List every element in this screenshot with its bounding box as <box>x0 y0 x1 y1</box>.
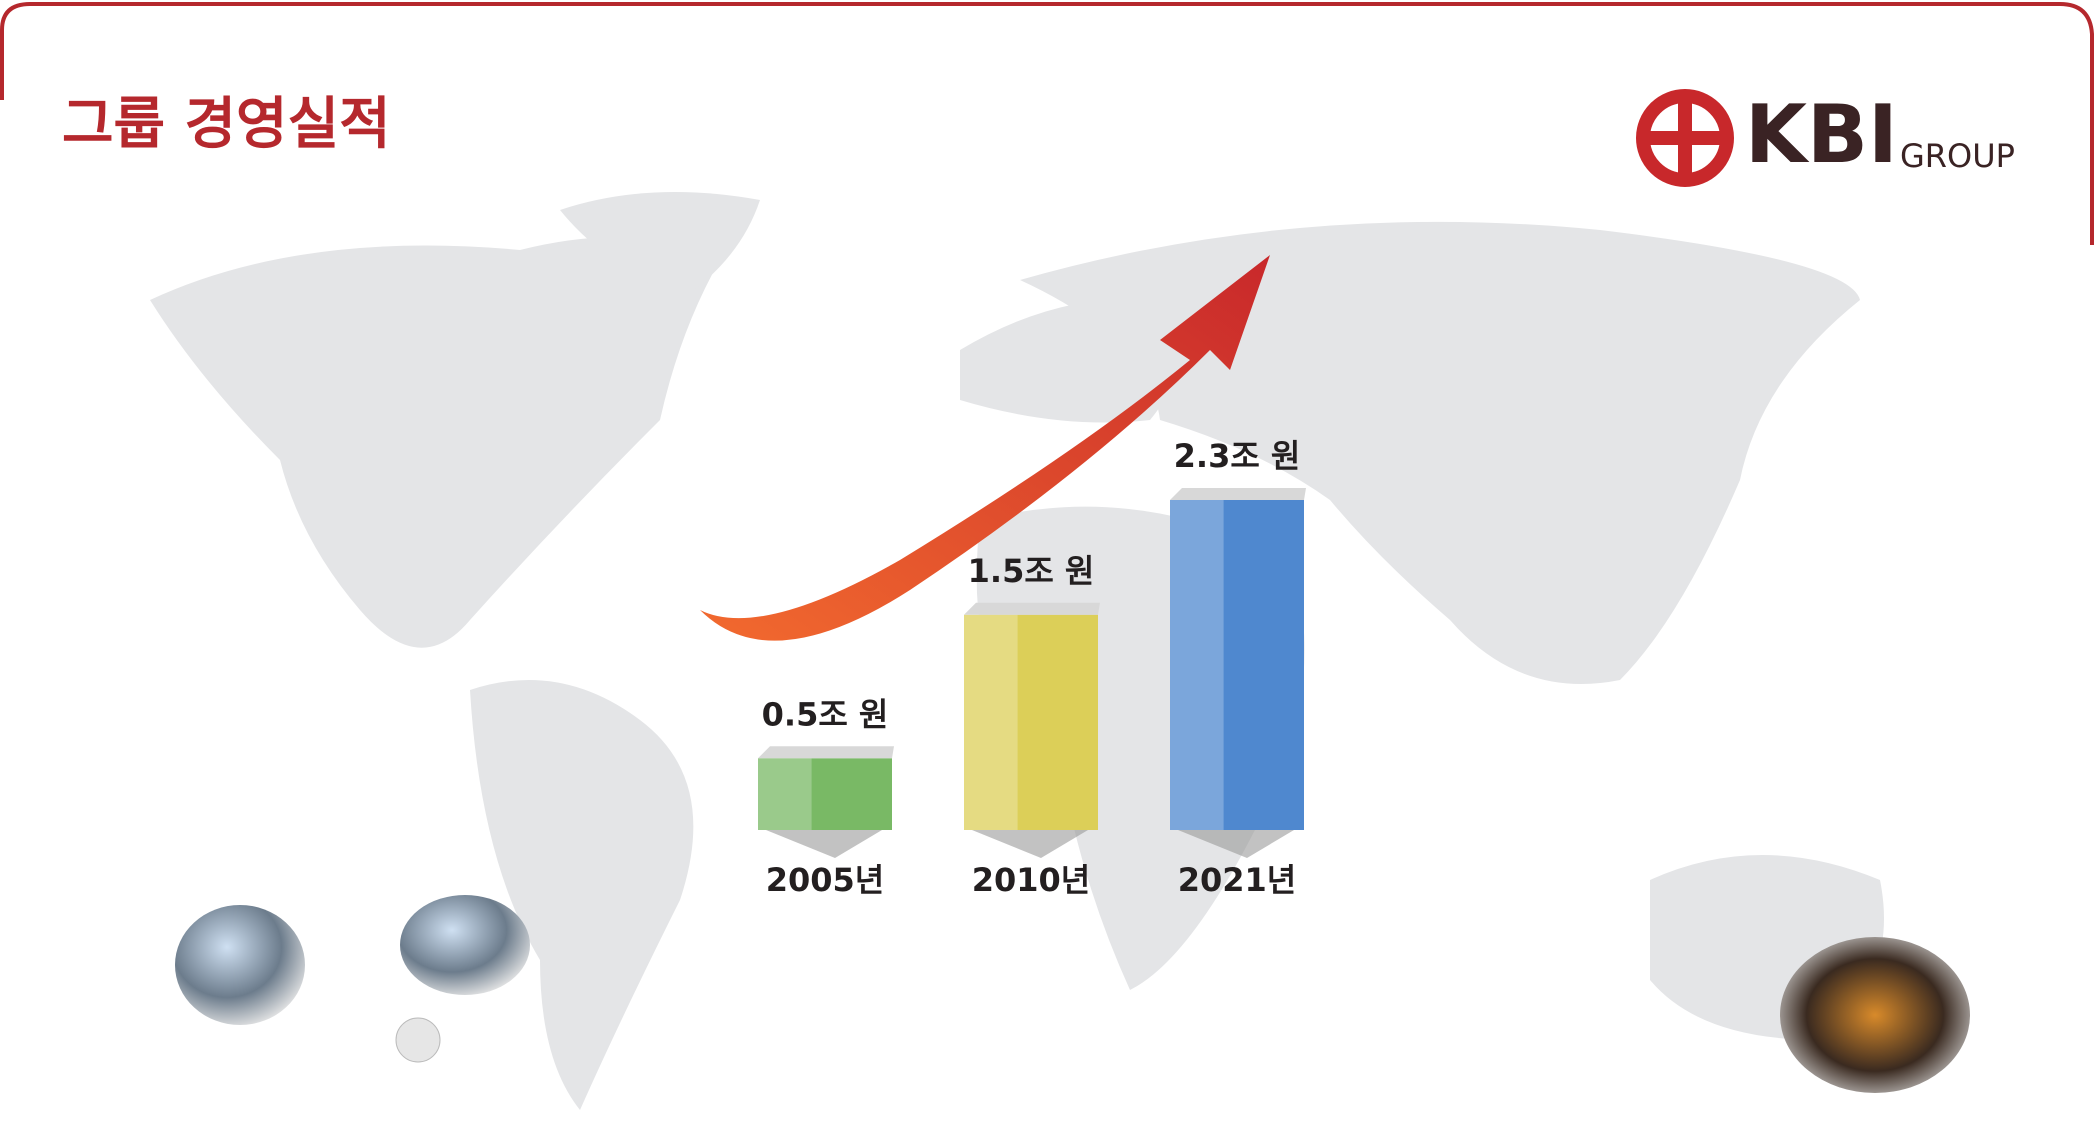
bar-shade <box>758 758 812 830</box>
value-label: 1.5조 원 <box>968 552 1095 590</box>
value-label: 0.5조 원 <box>762 695 889 733</box>
chart: 그룹 경영실적 KBI GROUP 0.5조 원 2005년 1.5조 원 2010년… <box>0 0 2096 1128</box>
bar-top <box>1170 488 1306 500</box>
x-tick-label: 2005년 <box>766 861 885 899</box>
bar-shade <box>1170 500 1224 830</box>
logo-suffix: GROUP <box>1900 137 2015 175</box>
value-label: 2.3조 원 <box>1174 437 1301 475</box>
x-tick-label: 2010년 <box>972 861 1091 899</box>
photo-bubble <box>1780 937 1970 1093</box>
page: 그룹 경영실적 KBI GROUP 0.5조 원 2005년 1.5조 원 2010년… <box>0 0 2096 1128</box>
logo-name: KBI <box>1745 88 1898 181</box>
bar-shade <box>964 615 1018 830</box>
bar-top <box>758 746 894 758</box>
bar-shadow <box>972 830 1088 858</box>
bar-shadow <box>766 830 882 858</box>
x-tick-label: 2021년 <box>1178 861 1297 899</box>
title: 그룹 경영실적 <box>62 92 391 157</box>
logo: KBI GROUP <box>1640 88 2015 184</box>
water-drop <box>396 1018 440 1062</box>
photo-bubble <box>400 895 530 995</box>
photo-bubble <box>175 905 305 1025</box>
bar-top <box>964 603 1100 615</box>
